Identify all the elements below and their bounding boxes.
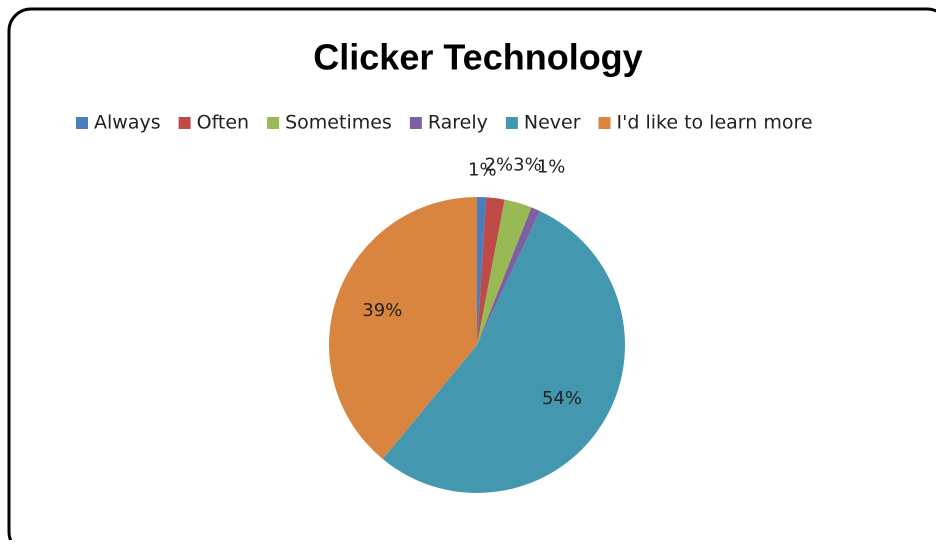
legend-label: Rarely (428, 112, 488, 134)
pie-slice (477, 207, 541, 345)
data-label: 3% (513, 154, 542, 175)
legend-label: Always (94, 112, 161, 134)
legend-swatch (267, 117, 280, 129)
data-label: 2% (485, 155, 514, 176)
legend-swatch (76, 117, 88, 129)
pie-slice (329, 197, 477, 460)
legend-swatch (505, 117, 518, 129)
legend-swatch (409, 117, 422, 129)
legend-swatch (178, 117, 191, 129)
data-label: 1% (468, 159, 497, 180)
legend-label: Sometimes (285, 112, 392, 134)
pie-slice (382, 211, 626, 494)
pie-slice (477, 197, 487, 345)
legend-label: I'd like to learn more (617, 112, 813, 134)
pie-slice (477, 199, 532, 345)
pie-slice (477, 197, 505, 345)
legend-label: Often (197, 112, 250, 134)
legend-label: Never (524, 112, 581, 134)
data-label: 39% (362, 300, 402, 321)
data-label: 54% (542, 388, 582, 409)
chart-title: Clicker Technology (313, 37, 642, 78)
data-label: 1% (537, 157, 566, 178)
legend-swatch (598, 117, 611, 129)
